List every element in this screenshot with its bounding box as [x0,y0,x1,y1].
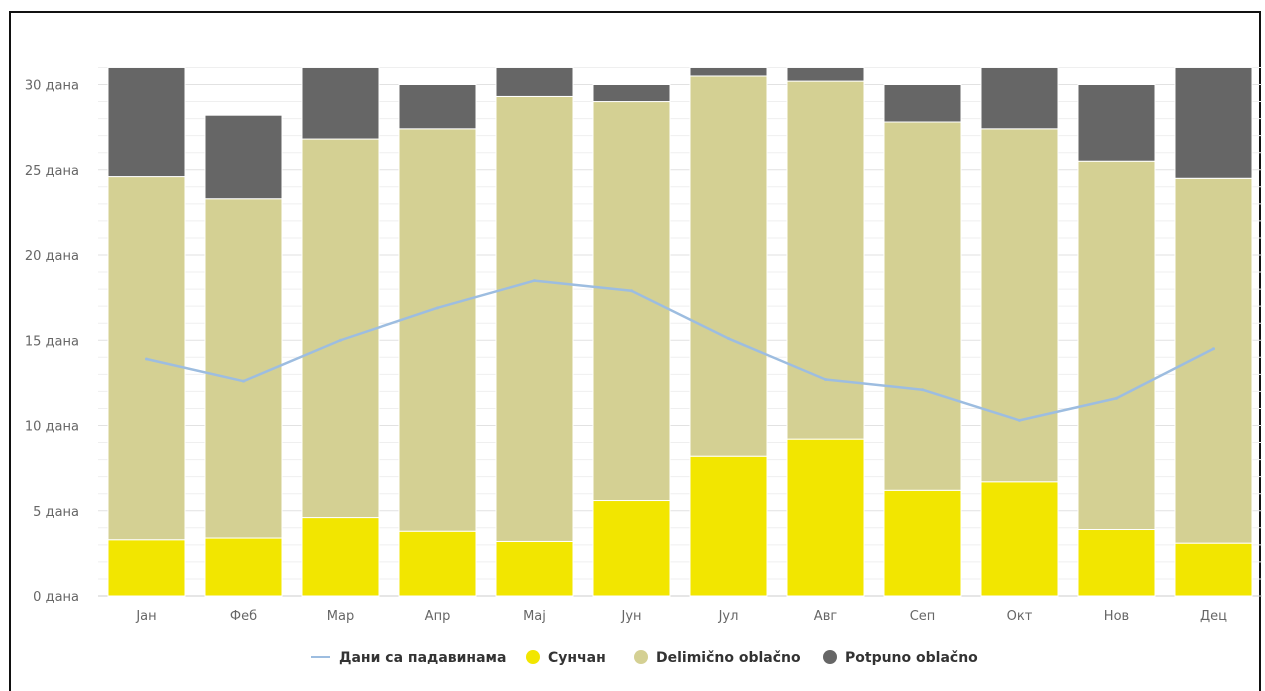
precipitation-point[interactable] [533,279,536,283]
bar-partly-cloudy[interactable] [883,121,962,491]
bar-overcast[interactable] [689,66,768,77]
legend-item-partly-cloudy[interactable]: Delimično oblačno [634,650,801,666]
bar-sunny[interactable] [980,481,1059,597]
bar-sunny[interactable] [1174,542,1253,597]
bar-partly-cloudy[interactable] [398,128,477,532]
bar-sunny[interactable] [786,438,865,597]
legend-item-precipitation[interactable]: Дани са падавинама [311,650,506,666]
x-tick-label: Јун [620,609,641,624]
bar-partly-cloudy[interactable] [1174,177,1253,544]
precipitation-point[interactable] [242,379,245,383]
precipitation-line [145,279,1215,422]
bar-partly-cloudy[interactable] [301,138,380,519]
bar-sunny[interactable] [1077,529,1156,597]
legend-label: Potpuno oblačno [845,650,978,666]
precipitation-point[interactable] [339,338,342,342]
bar-sunny[interactable] [689,455,768,597]
y-tick-label: 15 дана [25,334,79,349]
bar-partly-cloudy[interactable] [980,128,1059,483]
bar-overcast[interactable] [1077,84,1156,162]
bar-overcast[interactable] [107,66,186,178]
x-tick-label: Окт [1007,609,1033,624]
precipitation-line-path[interactable] [146,279,1215,422]
precipitation-point[interactable] [824,377,827,381]
legend-dot-marker [823,650,837,664]
bar-partly-cloudy[interactable] [495,95,574,542]
bar-overcast[interactable] [592,84,671,103]
y-tick-label: 10 дана [25,420,79,435]
y-tick-label: 5 дана [33,505,79,520]
x-axis: Јан Феб Мар Апр Мај Јун Јул Авг Сеп Окт … [135,609,1227,624]
x-tick-label: Феб [230,609,257,624]
legend-label: Сунчан [548,650,606,666]
bar-partly-cloudy[interactable] [1077,160,1156,531]
legend-item-overcast[interactable]: Potpuno oblačno [823,650,978,666]
bar-sunny[interactable] [592,500,671,597]
legend-dot-marker [634,650,648,664]
bar-sunny[interactable] [301,517,380,597]
y-tick-label: 30 дана [25,79,79,94]
precipitation-point[interactable] [436,306,439,310]
bar-overcast[interactable] [786,66,865,82]
bar-overcast[interactable] [301,66,380,140]
legend-label: Delimično oblačno [656,650,801,666]
y-tick-label: 20 дана [25,249,79,264]
legend-item-sunny[interactable]: Сунчан [526,650,606,666]
precipitation-point[interactable] [630,289,633,293]
y-tick-label: 0 дана [33,590,79,605]
bars [107,66,1253,597]
bar-sunny[interactable] [204,537,283,597]
x-tick-label: Мар [327,609,354,624]
bar-partly-cloudy[interactable] [592,101,671,502]
y-axis: 0 дана 5 дана 10 дана 15 дана 20 дана 25… [25,79,79,606]
x-tick-label: Апр [425,609,451,624]
bar-partly-cloudy[interactable] [689,75,768,457]
precipitation-point[interactable] [1115,396,1118,400]
bar-sunny[interactable] [107,539,186,597]
legend-dot-marker [526,650,540,664]
x-tick-label: Јул [718,609,739,624]
bar-overcast[interactable] [398,84,477,130]
bar-sunny[interactable] [495,540,574,597]
legend-label: Дани са падавинама [339,650,506,666]
bar-overcast[interactable] [495,66,574,97]
precipitation-point[interactable] [1212,347,1215,351]
x-tick-label: Мај [523,609,546,624]
bar-sunny[interactable] [883,489,962,597]
grid-lines [98,66,1262,597]
precipitation-point[interactable] [727,337,730,341]
precipitation-point[interactable] [1018,418,1021,422]
bar-overcast[interactable] [204,114,283,200]
bar-overcast[interactable] [980,66,1059,130]
precipitation-point[interactable] [145,357,148,361]
y-tick-label: 25 дана [25,164,79,179]
bar-partly-cloudy[interactable] [204,198,283,539]
x-tick-label: Сеп [910,609,936,624]
legend: Дани са падавинама Сунчан Delimično obla… [311,650,978,666]
bar-overcast[interactable] [883,84,962,123]
x-tick-label: Јан [135,609,156,624]
bar-partly-cloudy[interactable] [786,80,865,440]
precipitation-point[interactable] [921,388,924,392]
x-tick-label: Дец [1200,609,1227,624]
x-tick-label: Авг [814,609,838,624]
x-tick-label: Нов [1104,609,1129,624]
bar-sunny[interactable] [398,530,477,597]
bar-overcast[interactable] [1174,66,1253,179]
